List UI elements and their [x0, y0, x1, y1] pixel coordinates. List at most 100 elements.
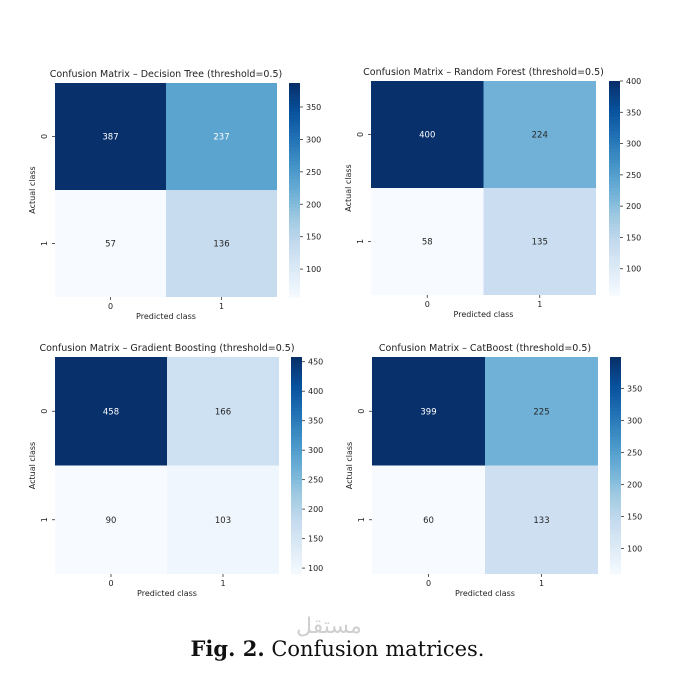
panel-1-colorbar-slice — [289, 289, 300, 295]
panel-3-colorbar-slice — [291, 487, 302, 492]
panel-3-colorbar-tick-4: 300 — [308, 446, 323, 455]
panel-3-colorbar-slice — [291, 429, 302, 434]
panel-2-colorbar-slice — [609, 270, 620, 275]
panel-3-cell-label-r0-c0: 458 — [103, 407, 119, 417]
panel-2-colorbar-slice — [609, 220, 620, 225]
panel-1-colorbar-slice — [289, 86, 300, 91]
panel-4-colorbar-slice — [610, 526, 621, 532]
panel-4-colorbar-slice — [610, 476, 621, 481]
panel-1-colorbar-tick-5: 350 — [306, 103, 321, 112]
panel-4-colorbar-slice — [610, 479, 621, 485]
panel-4-colorbar-slice — [610, 534, 621, 539]
panel-3-colorbar-slice — [291, 490, 302, 496]
panel-4-cell-label-r0-c1: 225 — [533, 407, 549, 417]
panel-1-colorbar-slice — [289, 136, 300, 141]
panel-2-colorbar-slice — [609, 284, 620, 289]
panel-2-colorbar-tick-2: 200 — [626, 202, 641, 211]
panel-4-cell-label-r1-c1: 133 — [533, 516, 549, 526]
panel-2-colorbar-slice — [609, 163, 620, 168]
panel-2-colorbar-slice — [609, 134, 620, 139]
panel-3-colorbar-slice — [291, 393, 302, 398]
panel-1-colorbar-tick-3: 250 — [306, 168, 321, 177]
panel-4-x-tick-0: 0 — [426, 579, 431, 588]
panel-1-cell-label-r1-c1: 136 — [213, 240, 229, 250]
caption-text: Confusion matrices. — [271, 637, 485, 661]
panel-2-x-tick-1: 1 — [537, 300, 542, 309]
panel-2-colorbar-slice — [609, 252, 620, 257]
panel-1-colorbar-slice — [289, 93, 300, 98]
panel-4-colorbar-slice — [610, 422, 621, 427]
panel-3-colorbar-slice — [291, 382, 302, 387]
panel-1-colorbar-slice — [289, 254, 300, 259]
panel-2-colorbar-slice — [609, 177, 620, 182]
panel-4-colorbar-slice — [610, 512, 621, 517]
panel-4-colorbar-slice — [610, 407, 621, 412]
panel-4-colorbar-slice — [610, 418, 621, 423]
panel-1-colorbar-slice — [289, 104, 300, 109]
panel-4-colorbar-slice — [610, 411, 621, 416]
panel-1-colorbar-slice — [289, 261, 300, 266]
panel-3-colorbar-slice — [291, 461, 302, 467]
panel-4-colorbar-tick-5: 350 — [627, 384, 642, 393]
panel-2-cell-label-r1-c0: 58 — [422, 238, 433, 248]
panel-4-colorbar-slice — [610, 559, 621, 564]
panel-3-colorbar-slice — [291, 516, 302, 521]
panel-1-colorbar-slice — [289, 150, 300, 155]
panel-2-colorbar-slice — [609, 84, 620, 89]
panel-1-colorbar-slice — [289, 193, 300, 198]
panel-2-colorbar-slice — [609, 259, 620, 264]
panel-4-colorbar-tick-4: 300 — [627, 416, 642, 425]
panel-1-colorbar-slice — [289, 172, 300, 177]
panel-4-colorbar-slice — [610, 490, 621, 496]
panel-3-colorbar-slice — [291, 545, 302, 550]
panel-1-y-tick-0: 0 — [40, 134, 49, 139]
figure-caption: Fig. 2. Confusion matrices. — [0, 636, 675, 661]
panel-1-colorbar-slice — [289, 279, 300, 284]
panel-4-cell-label-r0-c0: 399 — [420, 407, 436, 417]
panel-3-colorbar-slice — [291, 465, 302, 470]
panel-3-cell-label-r1-c1: 103 — [215, 516, 231, 526]
panel-2-colorbar-slice — [609, 127, 620, 132]
panel-3-colorbar-slice — [291, 534, 302, 539]
panel-3-colorbar-slice — [291, 432, 302, 438]
panel-1-colorbar-slice — [289, 211, 300, 216]
panel-1-colorbar-slice — [289, 286, 300, 291]
panel-2-xlabel: Predicted class — [454, 310, 514, 319]
panel-2-cell-label-r1-c1: 135 — [532, 238, 548, 248]
panel-2-colorbar-slice — [609, 109, 620, 114]
panel-1-colorbar-slice — [289, 83, 300, 88]
panel-1-colorbar-slice — [289, 239, 300, 245]
panel-3-colorbar-tick-5: 350 — [308, 417, 323, 426]
panel-4-colorbar-slice — [610, 545, 621, 550]
panel-3-colorbar-slice — [291, 357, 302, 362]
panel-3-colorbar-slice — [291, 548, 302, 553]
panel-3-colorbar-slice — [291, 559, 302, 564]
panel-4-colorbar-slice — [610, 400, 621, 405]
panel-1-colorbar-slice — [289, 182, 300, 188]
panel-1-colorbar-slice — [289, 125, 300, 130]
panel-1-colorbar-slice — [289, 204, 300, 209]
panel-2-colorbar-slice — [609, 280, 620, 285]
panel-2-colorbar-slice — [609, 216, 620, 221]
panel-1-colorbar-tick-4: 300 — [306, 135, 321, 144]
panel-1-colorbar-slice — [289, 97, 300, 102]
panel-3-colorbar-slice — [291, 375, 302, 380]
panel-3-xlabel: Predicted class — [137, 589, 197, 598]
panel-1-cell-r1-c1 — [166, 190, 277, 297]
panel-4-colorbar-slice — [610, 566, 621, 571]
panel-1-ylabel: Actual class — [28, 166, 37, 213]
panel-4-colorbar-slice — [610, 563, 621, 568]
panel-4-colorbar-slice — [610, 555, 621, 561]
panel-2-ylabel: Actual class — [344, 164, 353, 211]
panel-3-colorbar-slice — [291, 396, 302, 401]
panel-4-colorbar-slice — [610, 465, 621, 470]
panel-1-colorbar-slice — [289, 293, 300, 298]
panel-3-colorbar-tick-1: 150 — [308, 535, 323, 544]
panel-4-colorbar-slice — [610, 447, 621, 452]
panel-1-colorbar-slice — [289, 214, 300, 220]
panel-4-colorbar-slice — [610, 357, 621, 362]
panel-3-colorbar-slice — [291, 425, 302, 430]
panel-1-colorbar-slice — [289, 165, 300, 170]
panel-3-colorbar-tick-3: 250 — [308, 476, 323, 485]
panel-2-colorbar-slice — [609, 287, 620, 293]
